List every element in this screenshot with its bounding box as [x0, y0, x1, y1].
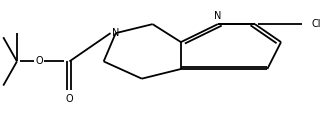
Text: N: N [112, 28, 119, 38]
Text: O: O [35, 56, 43, 66]
Text: O: O [65, 94, 73, 104]
Text: N: N [214, 11, 221, 21]
Text: Cl: Cl [311, 19, 321, 29]
